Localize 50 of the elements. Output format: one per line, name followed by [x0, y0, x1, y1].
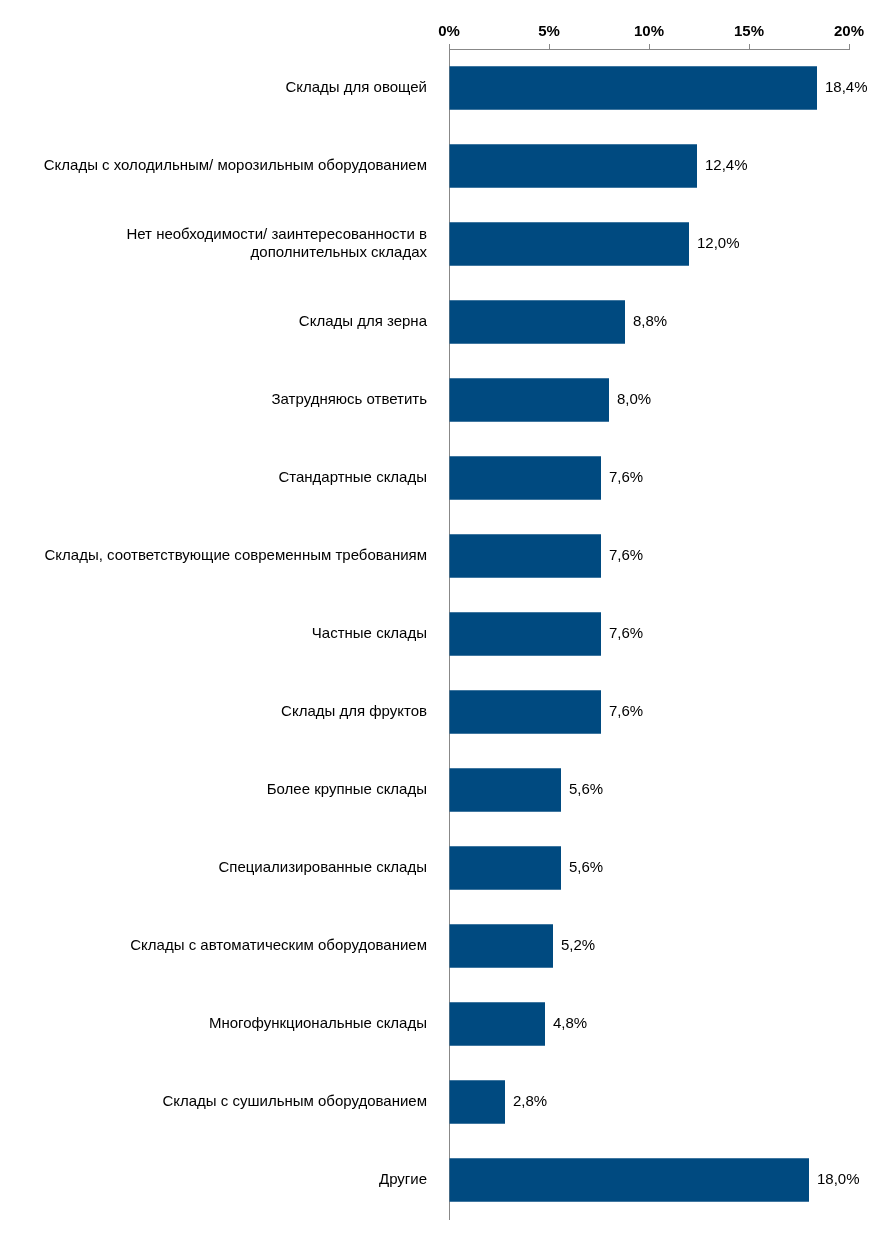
x-tick-label: 20%: [833, 22, 865, 40]
data-label: 8,8%: [633, 312, 668, 330]
bar: [449, 1158, 809, 1202]
bar: [449, 222, 689, 266]
data-label: 7,6%: [609, 468, 644, 486]
data-label: 5,2%: [561, 936, 596, 954]
data-label: 7,6%: [609, 702, 644, 720]
y-tick-label: Затрудняюсь ответить: [271, 390, 428, 408]
data-label: 18,0%: [817, 1170, 860, 1188]
data-label: 4,8%: [553, 1014, 588, 1032]
bar: [449, 690, 601, 734]
bar: [449, 144, 697, 188]
bar: [449, 534, 601, 578]
y-tick-label: Другие: [378, 1170, 427, 1188]
data-label: 7,6%: [609, 624, 644, 642]
data-label: 2,8%: [513, 1092, 548, 1110]
bar: [449, 456, 601, 500]
y-tick-label: Стандартные склады: [278, 468, 427, 486]
data-label: 5,6%: [569, 780, 604, 798]
bar: [449, 924, 553, 968]
data-label: 8,0%: [617, 390, 652, 408]
bar: [449, 378, 609, 422]
bar: [449, 612, 601, 656]
y-tick-label: Многофункциональные склады: [208, 1014, 427, 1032]
data-label: 7,6%: [609, 546, 644, 564]
y-tick-label: Специализированные склады: [218, 858, 427, 876]
y-tick-label: Нет необходимости/ заинтересованности в дополнительных складах: [126, 225, 428, 261]
bar: [449, 846, 561, 890]
y-tick-label: Склады для зерна: [298, 312, 428, 330]
x-tick-label: 10%: [633, 22, 665, 40]
y-tick-label: Склады для фруктов: [281, 702, 428, 720]
bar: [449, 1002, 545, 1046]
bar: [449, 768, 561, 812]
x-tick-label: 15%: [733, 22, 765, 40]
y-tick-label: Более крупные склады: [266, 780, 427, 798]
y-tick-label: Частные склады: [311, 624, 427, 642]
bar: [449, 1080, 505, 1124]
bar: [449, 300, 625, 344]
data-label: 5,6%: [569, 858, 604, 876]
y-tick-label: Склады с сушильным оборудованием: [162, 1092, 427, 1110]
x-tick-label: 0%: [438, 22, 460, 40]
x-tick-label: 5%: [538, 22, 560, 40]
bar: [449, 66, 817, 110]
data-label: 12,0%: [697, 234, 740, 252]
y-tick-label: Склады, соответствующие современным требованиям: [44, 546, 427, 564]
y-tick-label: Склады с автоматическим оборудованием: [130, 936, 427, 954]
y-tick-label: Склады с холодильным/ морозильным оборудованием: [43, 156, 427, 174]
data-label: 12,4%: [705, 156, 748, 174]
data-label: 18,4%: [825, 78, 868, 96]
y-tick-label: Склады для овощей: [285, 78, 427, 96]
